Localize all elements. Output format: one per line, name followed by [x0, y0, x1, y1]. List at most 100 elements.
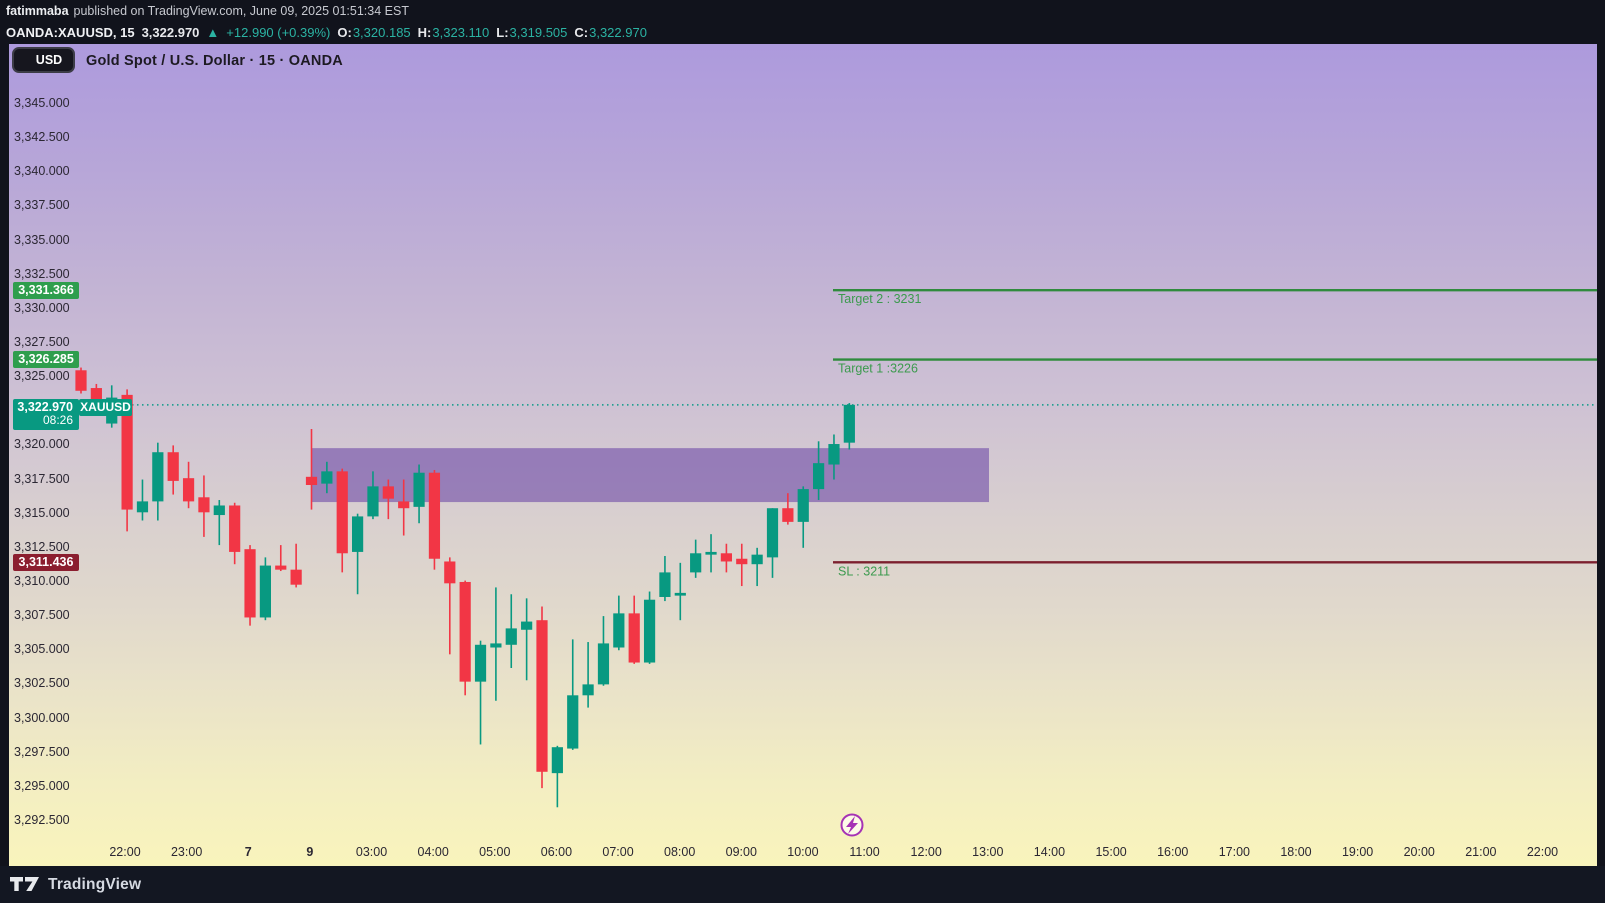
candle: [75, 367, 87, 394]
candle: [474, 640, 487, 745]
publisher-username: fatimmaba: [6, 3, 69, 18]
time-axis-label: 10:00: [787, 845, 819, 859]
price-axis-label: 3,300.000: [14, 710, 70, 725]
time-axis-label: 07:00: [602, 845, 634, 859]
high-value: H: 3,323.110: [418, 25, 490, 40]
candle: [321, 461, 333, 494]
target2-price-badge: 3,331.366: [13, 281, 79, 299]
candle: [398, 479, 410, 536]
target1-label: Target 1 :3226: [838, 362, 918, 376]
candle: [244, 545, 256, 626]
symbol-name: OANDA:XAUUSD, 15: [6, 25, 135, 40]
candle: [567, 639, 579, 750]
price-axis-label: 3,320.000: [14, 437, 70, 452]
close-value: C: 3,322.970: [574, 25, 647, 40]
price-axis-label: 3,295.000: [14, 778, 70, 793]
time-axis-label: 20:00: [1403, 845, 1435, 859]
candle: [367, 471, 379, 520]
tradingview-logo-icon[interactable]: [10, 877, 40, 892]
price-change: +12.990 (+0.39%): [226, 25, 331, 40]
time-axis-label: 03:00: [355, 845, 388, 859]
candle: [290, 543, 302, 588]
time-axis-label: 13:00: [972, 845, 1004, 859]
open-value: O: 3,320.185: [337, 25, 410, 40]
candle: [444, 557, 456, 655]
price-axis-label: 3,337.500: [14, 198, 70, 213]
target1-price-badge: 3,326.285: [13, 351, 79, 369]
candle: [674, 562, 686, 621]
price-axis-label: 3,310.000: [14, 573, 70, 588]
candle: [659, 556, 671, 602]
current-price-value: 3,322.970: [17, 399, 73, 414]
open-label: O:: [337, 25, 352, 40]
candle: [182, 461, 195, 509]
direction-up-icon: ▲: [206, 25, 220, 40]
candle: [720, 543, 733, 573]
candle: [751, 547, 763, 587]
candle: [690, 539, 702, 578]
candle: [275, 545, 287, 572]
price-axis-label: 3,292.500: [14, 812, 70, 827]
price-axis-label: 3,330.000: [14, 300, 70, 315]
candle: [198, 475, 210, 537]
time-axis-label: 17:00: [1218, 845, 1250, 859]
candle: [259, 557, 272, 621]
candle: [843, 403, 855, 450]
time-axis-label: 14:00: [1033, 845, 1066, 859]
low-label: L:: [496, 25, 509, 40]
candle: [305, 429, 318, 510]
footer-bar: TradingView: [0, 866, 1605, 903]
candle: [797, 486, 809, 548]
candle: [505, 594, 517, 668]
current-price-badge: 3,322.970 08:26: [13, 398, 79, 430]
symbol-ohlc-bar: OANDA:XAUUSD, 15 3,322.970 ▲ +12.990 (+0…: [0, 21, 1605, 44]
time-axis-label: 12:00: [910, 845, 942, 859]
time-axis-label: 18:00: [1280, 845, 1312, 859]
bar-countdown: 08:26: [42, 412, 73, 427]
currency-button[interactable]: USD: [12, 47, 75, 73]
price-axis-label: 3,307.500: [14, 608, 70, 623]
chart-title: Gold Spot / U.S. Dollar · 15 · OANDA: [86, 53, 343, 69]
price-axis-label: 3,332.500: [14, 266, 70, 281]
tradingview-brand-text[interactable]: TradingView: [48, 875, 142, 893]
time-axis-label: 19:00: [1341, 845, 1374, 859]
time-axis-label: 22:00: [1526, 845, 1559, 859]
time-axis-label: 7: [244, 845, 252, 859]
price-axis-label: 3,340.000: [14, 164, 70, 179]
price-axis-label: 3,325.000: [14, 369, 70, 384]
price-axis-label: 3,302.500: [14, 676, 70, 691]
candle: [152, 442, 164, 521]
price-axis-label: 3,335.000: [14, 232, 70, 247]
time-axis-label: 06:00: [540, 845, 573, 859]
lightning-bolt-icon: [846, 816, 858, 834]
candle: [736, 543, 748, 587]
price-axis-label: 3,305.000: [14, 642, 70, 657]
stop-loss-price-badge: 3,311.436: [13, 553, 79, 571]
time-axis-label: 15:00: [1095, 845, 1127, 859]
candle: [336, 468, 348, 573]
candle: [643, 591, 656, 664]
price-axis-label: 3,297.500: [14, 744, 70, 759]
candle: [628, 595, 640, 664]
time-axis-label: 9: [306, 845, 314, 859]
target2-label: Target 2 : 3231: [838, 292, 921, 306]
low-value: L: 3,319.505: [496, 25, 567, 40]
candle: [551, 745, 563, 808]
stop-loss-label: SL : 3211: [838, 564, 890, 578]
last-price: 3,322.970: [141, 25, 200, 40]
candle: [213, 500, 225, 546]
candle: [705, 534, 717, 573]
price-axis-label: 3,317.500: [14, 471, 70, 486]
low-price: 3,319.505: [509, 25, 568, 40]
chart-area[interactable]: USD Gold Spot / U.S. Dollar · 15 · OANDA…: [9, 44, 1597, 866]
candle: [490, 587, 502, 701]
price-axis-label: 3,312.500: [14, 539, 70, 554]
candle: [828, 434, 840, 480]
time-axis-label: 05:00: [479, 845, 511, 859]
candle: [352, 513, 364, 595]
price-axis-label: 3,345.000: [14, 96, 70, 110]
supply-zone-box[interactable]: [311, 448, 989, 503]
chart-canvas[interactable]: Target 2 : 3231 Target 1 :3226 SL : 3211: [9, 44, 1597, 866]
candle: [536, 606, 548, 789]
